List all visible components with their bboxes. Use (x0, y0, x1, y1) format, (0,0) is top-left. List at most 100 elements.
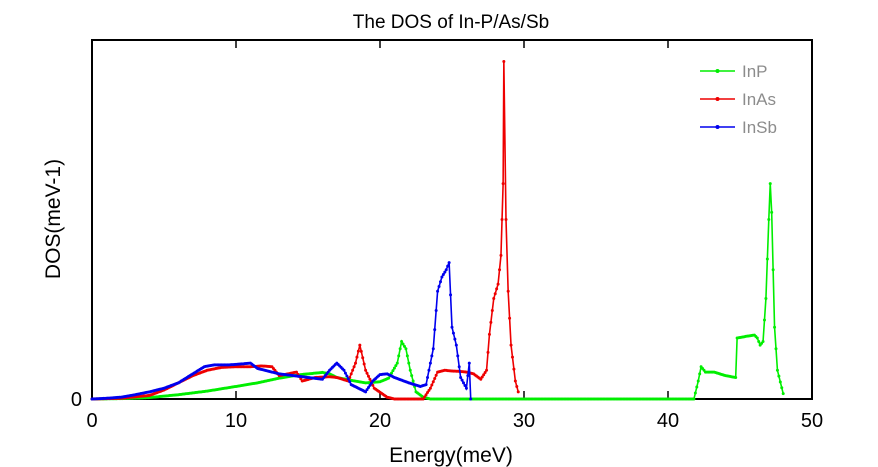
data-point (487, 332, 491, 336)
data-point (408, 368, 412, 372)
data-point (755, 336, 759, 340)
data-point (434, 373, 438, 377)
data-point (431, 380, 435, 384)
data-point (734, 375, 738, 379)
series-inas (90, 60, 520, 401)
data-point (454, 343, 458, 347)
x-axis-label: Energy(meV) (389, 444, 513, 467)
data-point (427, 388, 431, 392)
data-point (770, 210, 774, 214)
data-point (483, 371, 487, 375)
data-point (447, 261, 451, 265)
data-point (398, 347, 402, 351)
data-point (493, 292, 497, 296)
data-point (510, 355, 514, 359)
data-point (361, 356, 365, 360)
data-point (440, 275, 444, 279)
data-point (364, 390, 368, 394)
data-point (421, 397, 425, 401)
data-point (346, 377, 350, 381)
data-point (446, 264, 450, 268)
data-point (781, 392, 785, 396)
x-tick-label: 0 (86, 410, 97, 432)
data-point (502, 60, 506, 64)
legend-entry-insb: InSb (700, 118, 777, 137)
data-point (767, 218, 771, 221)
data-point (774, 347, 778, 351)
y-axis-label: DOS(meV-1) (42, 159, 65, 279)
data-point (410, 374, 414, 378)
data-point (449, 293, 453, 297)
data-point (359, 349, 363, 353)
data-point (695, 385, 699, 389)
data-point (405, 354, 409, 358)
legend-marker (715, 69, 720, 73)
data-point (394, 364, 398, 368)
data-point (424, 393, 428, 397)
x-tick-label: 50 (801, 410, 823, 432)
data-point (356, 349, 360, 353)
data-point (516, 390, 520, 394)
data-point (402, 344, 406, 348)
data-point (444, 268, 448, 272)
data-point (757, 340, 761, 344)
data-point (365, 388, 369, 392)
data-point (453, 337, 457, 341)
data-point (459, 375, 463, 379)
data-point (358, 343, 362, 347)
data-point (482, 373, 486, 377)
data-point (400, 340, 404, 344)
data-point (495, 287, 499, 291)
data-point (362, 362, 366, 366)
legend-marker (715, 97, 720, 101)
data-point (368, 383, 372, 387)
data-point (426, 375, 430, 379)
data-point (780, 386, 784, 390)
x-tick-label: 40 (657, 410, 679, 432)
data-point (343, 371, 347, 375)
x-tick-label: 20 (369, 410, 391, 432)
data-point (443, 270, 447, 274)
data-point (424, 383, 428, 387)
data-point (430, 383, 434, 387)
data-point (401, 342, 405, 346)
data-point (355, 355, 359, 359)
series-line-inas (91, 61, 520, 400)
data-point (426, 391, 430, 395)
data-point (387, 376, 391, 380)
legend-marker (715, 125, 720, 129)
data-point (696, 379, 700, 383)
data-point (489, 320, 493, 324)
data-point (460, 378, 464, 382)
legend-entry-inas: InAs (700, 90, 776, 109)
legend-label: InAs (742, 90, 776, 109)
data-point (512, 367, 516, 371)
x-tick-label: 30 (513, 410, 535, 432)
data-point (762, 318, 766, 322)
data-point (775, 368, 779, 372)
data-point (395, 361, 399, 365)
data-point (354, 361, 358, 365)
data-point (423, 395, 427, 399)
data-point (431, 347, 435, 351)
data-point (469, 397, 473, 401)
data-point (451, 331, 455, 335)
data-point (513, 379, 517, 383)
data-point (486, 350, 490, 354)
data-point (441, 273, 445, 277)
data-point (368, 377, 372, 381)
data-point (348, 380, 352, 384)
x-tick-label: 10 (225, 410, 247, 432)
data-point (427, 368, 431, 372)
data-point (771, 268, 775, 272)
data-point (391, 369, 395, 373)
chart-title: The DOS of In-P/As/Sb (353, 12, 549, 33)
data-point (390, 371, 394, 375)
data-point (693, 391, 697, 395)
data-point (464, 386, 468, 390)
plot-frame (91, 39, 813, 400)
data-point (438, 280, 442, 284)
data-point (366, 386, 370, 390)
data-point (456, 354, 460, 358)
